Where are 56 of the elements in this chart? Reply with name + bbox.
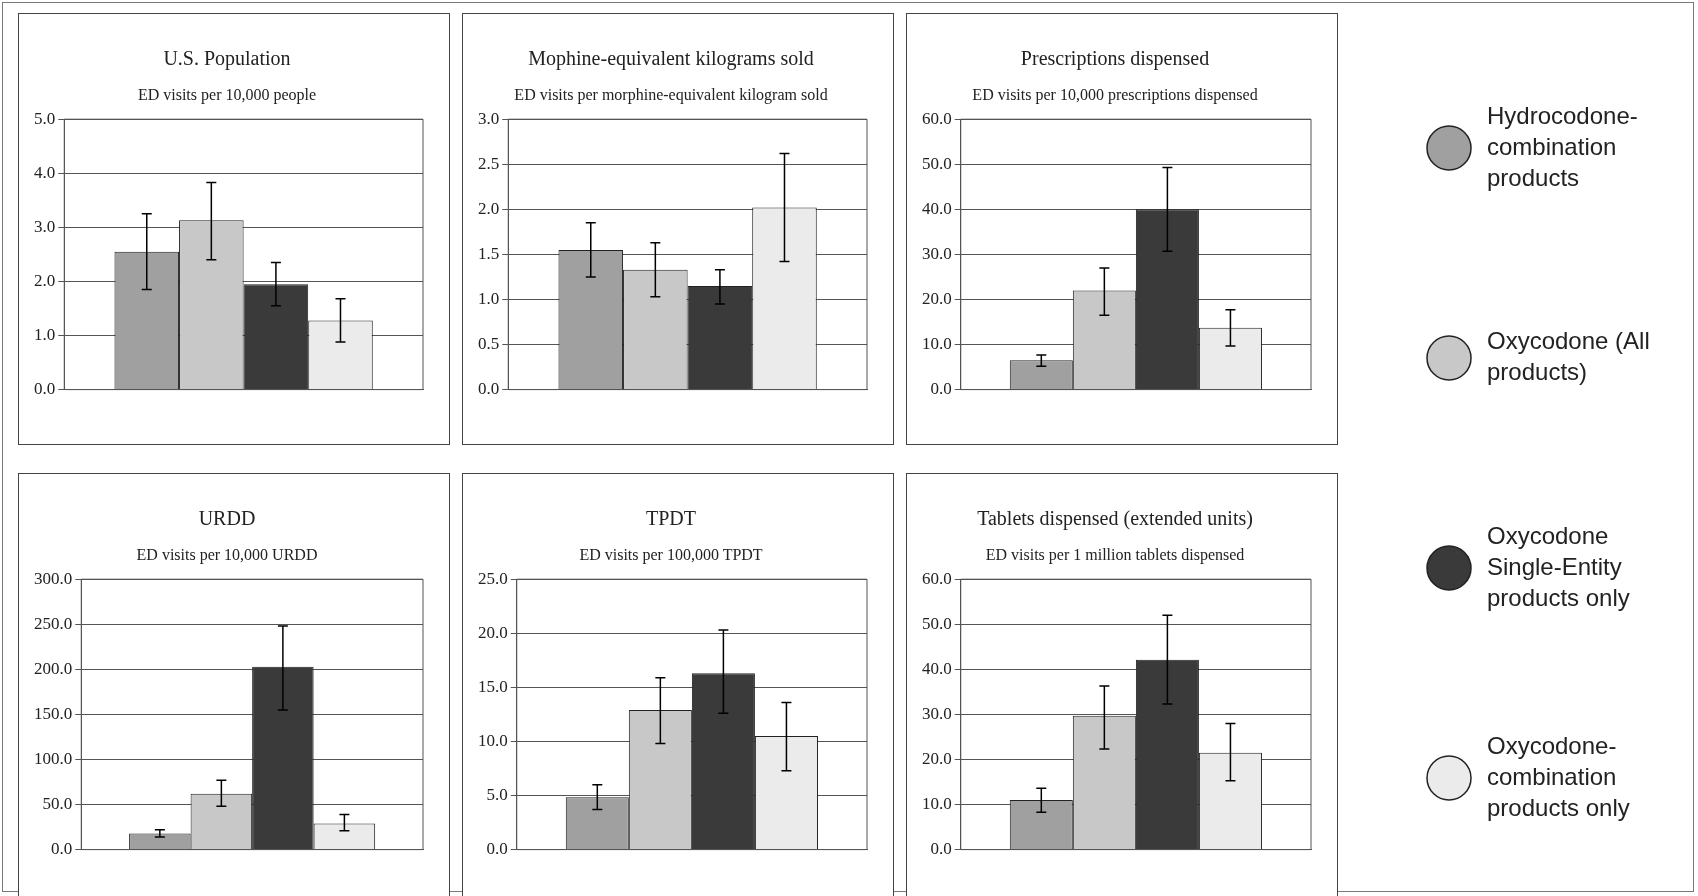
y-tick-label: 40.0 [922, 658, 952, 678]
y-tick-label: 60.0 [922, 568, 952, 588]
y-tick-label: 50.0 [42, 794, 73, 813]
y-tick-label: 15.0 [478, 676, 508, 696]
y-tick-label: 4.0 [34, 162, 56, 182]
chart-subtitle: ED visits per morphine-equivalent kilogram sold [514, 85, 828, 104]
chart-subtitle: ED visits per 100,000 TPDT [579, 545, 763, 564]
y-tick-label: 0.0 [51, 839, 73, 859]
y-tick-label: 0.0 [930, 839, 952, 859]
y-tick-label: 100.0 [34, 748, 73, 768]
y-tick-label: 1.5 [478, 243, 500, 263]
y-tick-label: 150.0 [34, 703, 73, 723]
y-tick-label: 0.0 [478, 379, 500, 399]
y-tick-label: 10.0 [922, 794, 952, 813]
chart-title: Tablets dispensed (extended units) [977, 507, 1253, 531]
y-tick-label: 3.0 [478, 108, 500, 128]
y-tick-label: 0.5 [478, 334, 500, 353]
y-tick-label: 2.0 [34, 270, 56, 290]
legend-label: Oxycodone (All products) [1487, 327, 1650, 386]
y-tick-label: 5.0 [34, 108, 56, 128]
y-tick-label: 50.0 [922, 613, 952, 633]
y-tick-label: 40.0 [922, 198, 952, 218]
chart-subtitle: ED visits per 1 million tablets dispensed [985, 545, 1245, 564]
y-tick-label: 1.0 [478, 288, 500, 308]
y-tick-label: 20.0 [922, 748, 952, 768]
y-tick-label: 50.0 [922, 153, 952, 173]
y-tick-label: 0.0 [486, 839, 508, 859]
y-tick-label: 20.0 [922, 288, 952, 308]
chart-subtitle: ED visits per 10,000 people [137, 85, 317, 104]
y-tick-label: 0.0 [930, 379, 952, 399]
y-tick-label: 5.0 [486, 784, 508, 804]
y-tick-label: 0.0 [34, 379, 56, 399]
y-tick-label: 30.0 [922, 243, 952, 263]
chart-title: TPDT [646, 507, 696, 530]
legend-label: Hydrocodone-combination products [1487, 101, 1638, 191]
y-tick-label: 2.5 [478, 153, 500, 173]
y-tick-label: 1.0 [34, 324, 56, 344]
legend-label: Oxycodone Single-Entity products only [1487, 521, 1630, 611]
chart-subtitle: ED visits per 10,000 prescriptions dispensed [972, 85, 1258, 104]
y-tick-label: 10.0 [478, 730, 508, 750]
y-tick-label: 25.0 [478, 568, 508, 588]
y-tick-label: 30.0 [922, 703, 952, 723]
y-tick-label: 300.0 [34, 568, 73, 588]
y-tick-label: 10.0 [922, 334, 952, 353]
y-tick-label: 200.0 [34, 658, 73, 678]
legend-label: Oxycodone-combination products only [1487, 731, 1630, 821]
chart-title: Prescriptions dispensed [1020, 47, 1210, 71]
chart-title: Mophine-equivalent kilograms sold [528, 47, 814, 71]
chart-title: U.S. Population [163, 47, 291, 71]
y-tick-label: 20.0 [478, 622, 508, 642]
y-tick-label: 3.0 [34, 216, 56, 236]
y-tick-label: 2.0 [478, 198, 500, 218]
chart-subtitle: ED visits per 10,000 URDD [136, 545, 318, 564]
chart-title: URDD [198, 507, 256, 530]
y-tick-label: 250.0 [34, 613, 73, 633]
y-tick-label: 60.0 [922, 108, 952, 128]
